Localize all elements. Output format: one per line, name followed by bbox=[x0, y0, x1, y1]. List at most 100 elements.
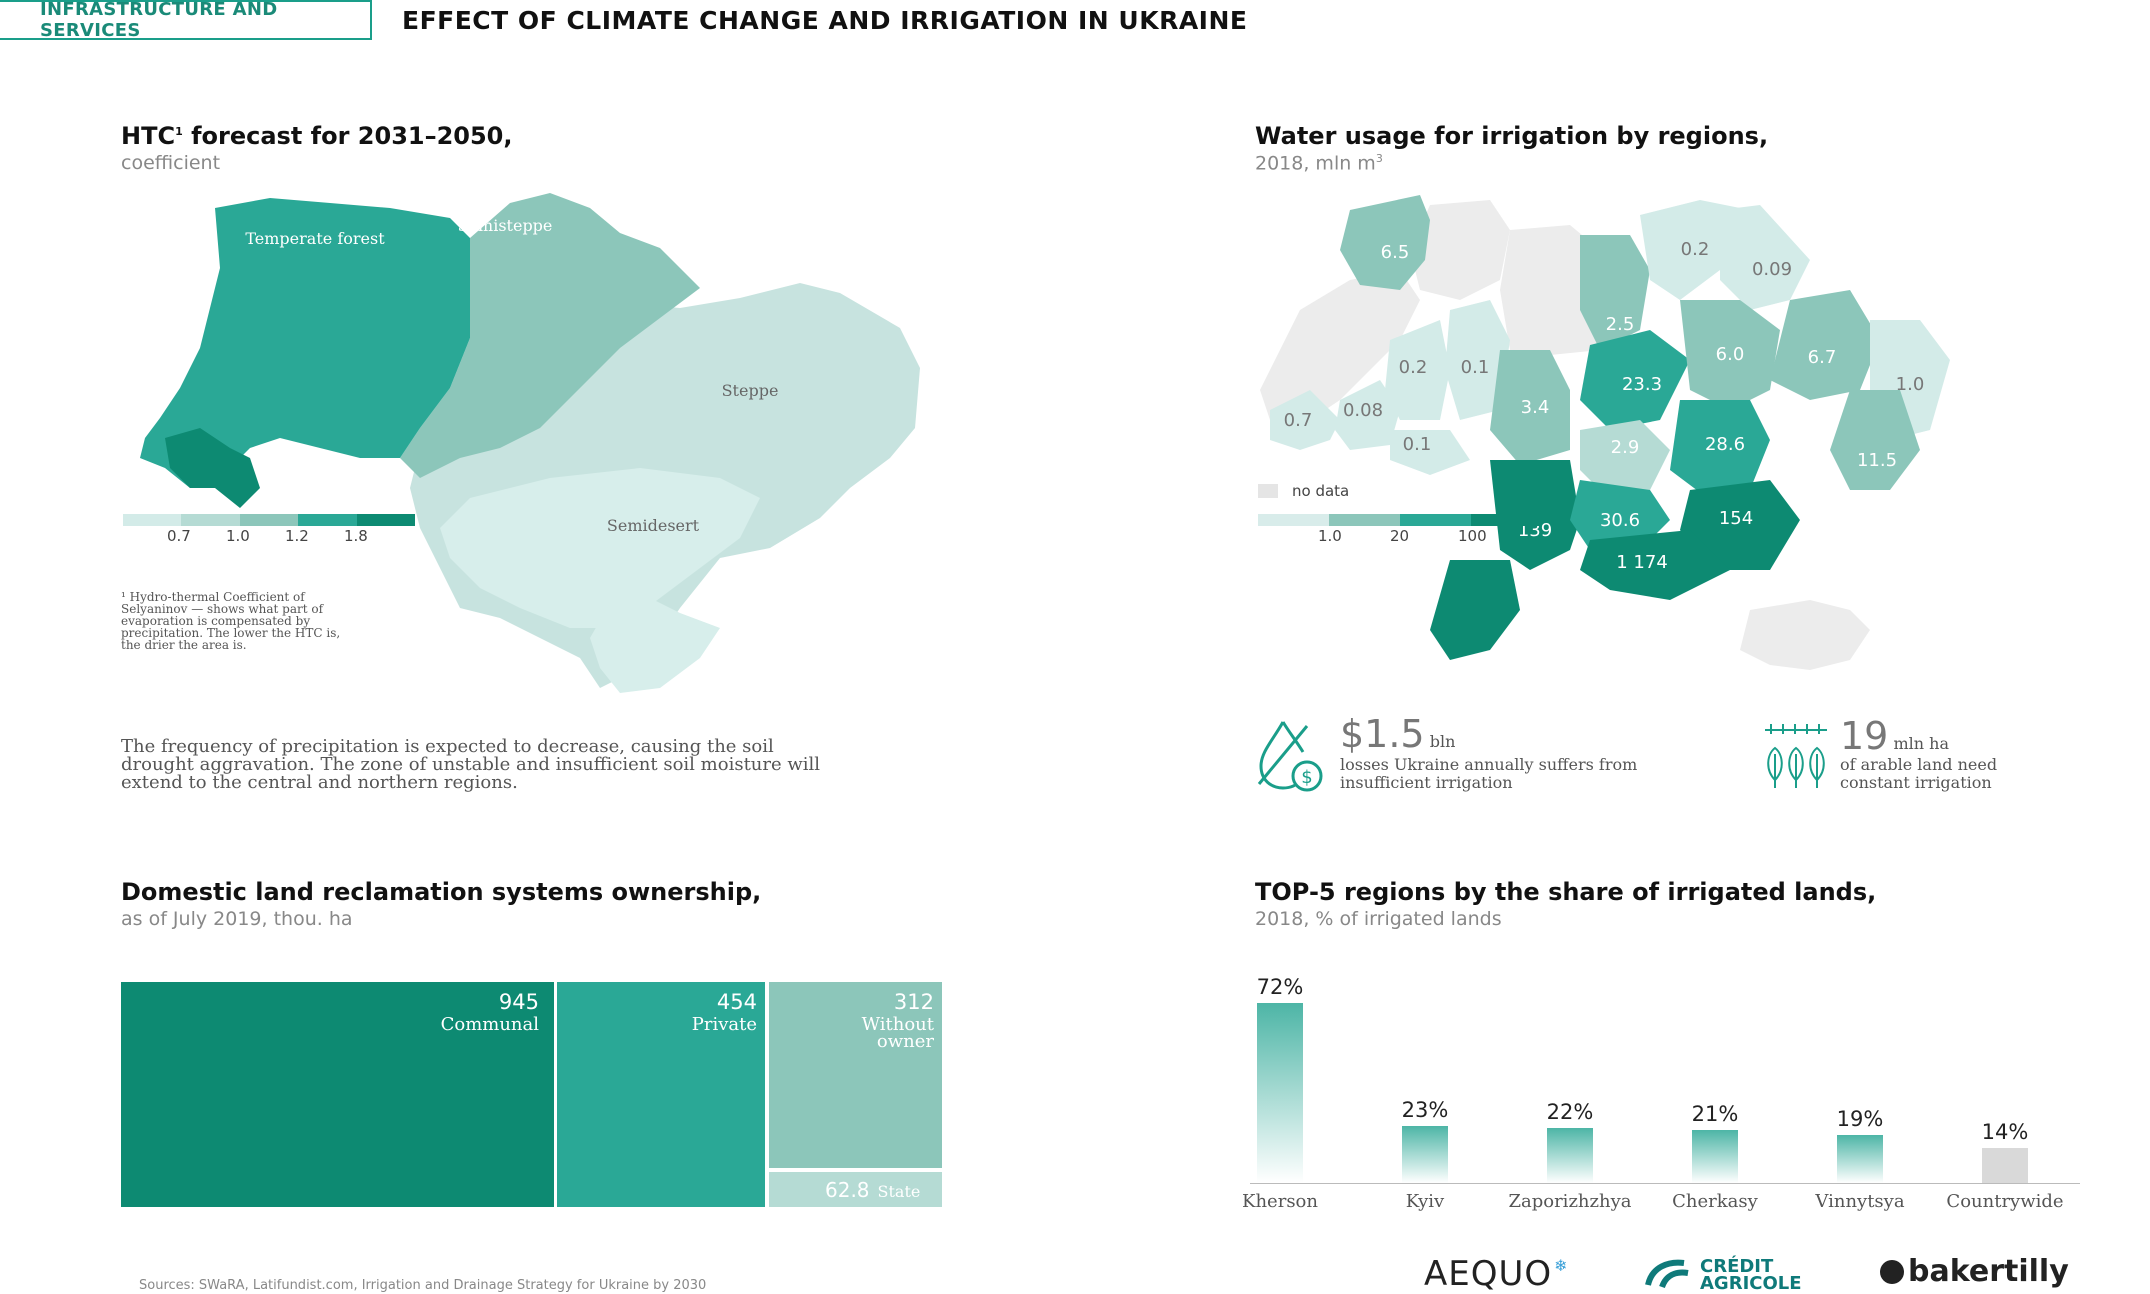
land-value: 19 bbox=[1840, 714, 1889, 758]
region-value: 0.08 bbox=[1343, 400, 1383, 421]
bar-value-label: 19% bbox=[1836, 1107, 1884, 1131]
bar-kyiv bbox=[1402, 1126, 1448, 1183]
water-title: Water usage for irrigation by regions, bbox=[1255, 122, 1769, 150]
treemap-label: Communal bbox=[440, 1014, 539, 1035]
map-semidesert-zone bbox=[440, 468, 760, 628]
water-legend-swatch bbox=[1258, 514, 1329, 526]
water-legend-tick: 1.0 bbox=[1318, 527, 1342, 545]
water-subtitle: 2018, mln m3 bbox=[1255, 152, 1383, 174]
ownership-title: Domestic land reclamation systems owners… bbox=[121, 878, 762, 906]
htc-legend-bar bbox=[123, 514, 416, 526]
aequo-logo-text: AEQUO bbox=[1424, 1254, 1553, 1294]
water-subtitle-sup: 3 bbox=[1375, 152, 1383, 165]
section-tag: INFRASTRUCTURE AND SERVICES bbox=[0, 0, 372, 41]
region-value: 0.2 bbox=[1681, 239, 1710, 260]
map-crimea bbox=[590, 598, 720, 693]
bar-kherson bbox=[1257, 1003, 1303, 1183]
zone-label-steppe: Steppe bbox=[722, 381, 779, 400]
region-value: 6.7 bbox=[1808, 347, 1837, 368]
no-data-swatch bbox=[1258, 484, 1278, 498]
map-dark-zone bbox=[165, 428, 260, 508]
htc-map: Temperate forest Semisteppe Steppe Semid… bbox=[140, 193, 920, 693]
loss-stat: $1.5 bln bbox=[1340, 712, 1455, 756]
bar-countrywide bbox=[1982, 1148, 2028, 1183]
bar-category-label: Vinnytsya bbox=[1815, 1191, 1905, 1212]
region-value: 6.0 bbox=[1716, 344, 1745, 365]
snowflake-icon: ❄ bbox=[1554, 1256, 1568, 1275]
htc-footnote: ¹ Hydro-thermal Coefficient of Selyanino… bbox=[121, 590, 341, 652]
htc-paragraph: The frequency of precipitation is expect… bbox=[121, 736, 821, 793]
land-text: of arable land need constant irrigation bbox=[1840, 755, 1998, 792]
bar-category-label: Kherson bbox=[1242, 1191, 1318, 1212]
treemap-label: Private bbox=[691, 1014, 757, 1035]
region-value: 11.5 bbox=[1857, 450, 1897, 471]
credit-agricole-logo: CRÉDIT AGRICOLE bbox=[1700, 1258, 1802, 1294]
top5-title: TOP-5 regions by the share of irrigated … bbox=[1255, 878, 1877, 906]
water-map: 6.5 0.2 0.09 2.5 6.0 6.7 0.2 0.1 23.3 1.… bbox=[1260, 195, 1950, 670]
treemap-label: Without owner bbox=[861, 1014, 934, 1052]
region-value: 2.5 bbox=[1606, 314, 1635, 335]
treemap-private: 454 Private bbox=[557, 982, 765, 1207]
htc-title-sup: 1 bbox=[175, 125, 183, 138]
region-value: 0.1 bbox=[1403, 434, 1432, 455]
bar-value-label: 72% bbox=[1256, 975, 1304, 999]
bakertilly-logo: bakertilly bbox=[1880, 1254, 2069, 1289]
loss-text: losses Ukraine annually suffers from ins… bbox=[1340, 755, 1638, 792]
htc-legend-tick: 1.2 bbox=[285, 527, 309, 545]
bar-value-label: 14% bbox=[1981, 1120, 2029, 1144]
no-data-label: no data bbox=[1292, 482, 1350, 500]
loss-unit: bln bbox=[1429, 732, 1456, 751]
htc-legend-tick: 1.0 bbox=[226, 527, 250, 545]
water-subtitle-main: 2018, mln m bbox=[1255, 152, 1376, 175]
region-value: 0.2 bbox=[1399, 357, 1428, 378]
chart-baseline bbox=[1250, 1183, 2080, 1184]
bar-category-label: Cherkasy bbox=[1672, 1191, 1758, 1212]
land-unit: mln ha bbox=[1893, 734, 1949, 753]
bar-value-label: 23% bbox=[1401, 1098, 1449, 1122]
htc-legend-tick: 0.7 bbox=[167, 527, 191, 545]
credit-agricole-line2: AGRICOLE bbox=[1700, 1273, 1802, 1294]
region-value: 1 174 bbox=[1616, 552, 1668, 573]
treemap-state-text: 62.8 State bbox=[825, 1178, 920, 1202]
map-semisteppe-zone bbox=[400, 193, 700, 478]
htc-title-rest: forecast for 2031–2050, bbox=[182, 122, 513, 150]
credit-agricole-icon bbox=[1645, 1259, 1689, 1289]
region-value: 28.6 bbox=[1705, 434, 1745, 455]
zone-label-semidesert: Semidesert bbox=[607, 516, 700, 535]
region-value: 1.0 bbox=[1896, 374, 1925, 395]
htc-legend-swatch bbox=[123, 514, 182, 526]
htc-title-main: HTC bbox=[121, 122, 176, 150]
water-legend-swatch bbox=[1400, 514, 1471, 526]
htc-subtitle: coefficient bbox=[121, 152, 221, 174]
bar-value-label: 21% bbox=[1691, 1102, 1739, 1126]
bar-category-label: Kyiv bbox=[1405, 1191, 1445, 1212]
region-value: 30.6 bbox=[1600, 510, 1640, 531]
zone-label-forest: Temperate forest bbox=[245, 229, 385, 248]
bakertilly-logo-text: bakertilly bbox=[1908, 1254, 2069, 1289]
region-value: 0.7 bbox=[1284, 410, 1313, 431]
region-value: 0.1 bbox=[1461, 357, 1490, 378]
top5-bar-chart: 72% Kherson 23% Kyiv 22% Zaporizhzhya 21% Cherk… bbox=[1242, 970, 2080, 1212]
htc-legend-swatch bbox=[239, 514, 299, 526]
water-drop-icon: $ bbox=[1257, 721, 1323, 792]
water-legend-bar bbox=[1258, 514, 1542, 526]
htc-title: HTC1 forecast for 2031–2050, bbox=[121, 122, 513, 150]
bar-value-label: 22% bbox=[1546, 1100, 1594, 1124]
bar-zaporizhzhya bbox=[1547, 1128, 1593, 1183]
water-legend-swatch bbox=[1471, 514, 1542, 526]
svg-text:$: $ bbox=[1301, 767, 1312, 788]
treemap-value: 312 bbox=[893, 990, 934, 1014]
map-forest-zone bbox=[140, 198, 470, 488]
htc-legend-swatch bbox=[181, 514, 240, 526]
bakertilly-mark-icon bbox=[1880, 1259, 1904, 1284]
ownership-subtitle: as of July 2019, thou. ha bbox=[121, 908, 353, 930]
aequo-logo: AEQUO ❄ bbox=[1424, 1254, 1568, 1294]
treemap-value: 62.8 bbox=[825, 1178, 870, 1202]
water-legend-swatch bbox=[1329, 514, 1400, 526]
treemap-state: 62.8 State bbox=[769, 1172, 942, 1207]
region-value: 23.3 bbox=[1622, 374, 1662, 395]
treemap-communal: 945 Communal bbox=[121, 982, 554, 1207]
htc-legend-swatch bbox=[356, 514, 416, 526]
region-value: 0.09 bbox=[1752, 259, 1792, 280]
region-value: 2.9 bbox=[1611, 437, 1640, 458]
